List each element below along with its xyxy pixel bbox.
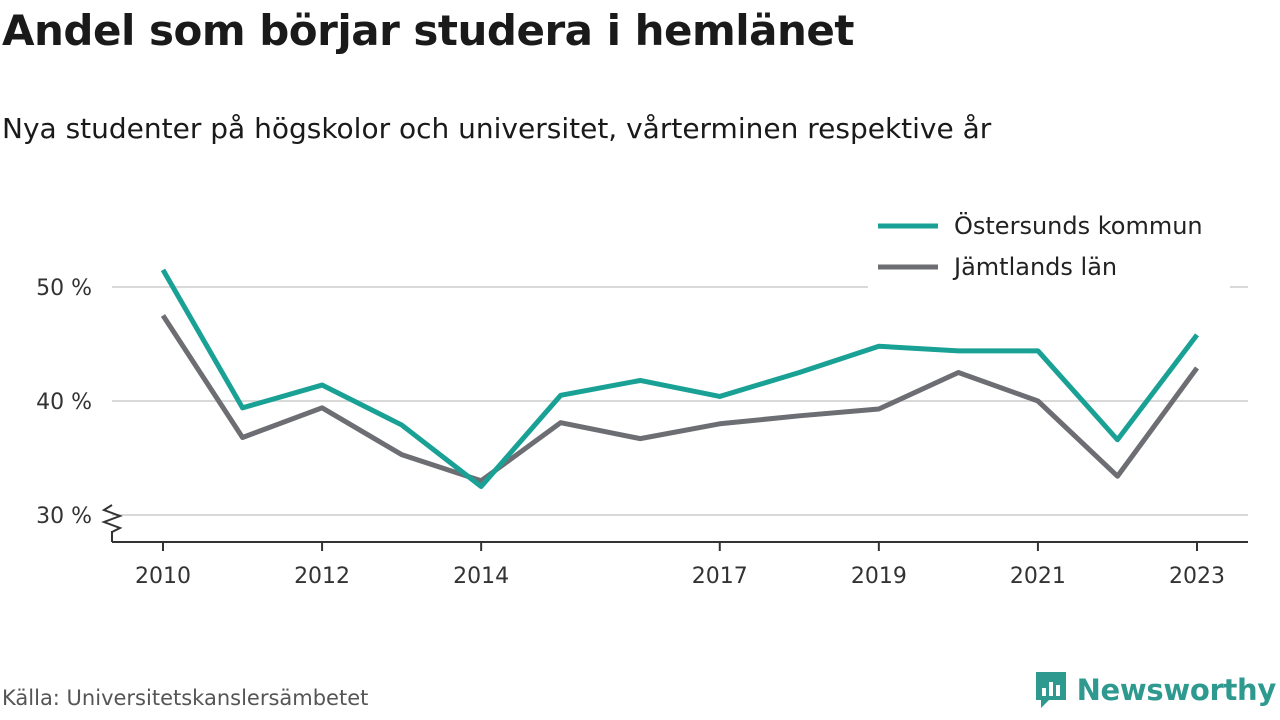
series-line-2 <box>160 314 1200 484</box>
brand-name: Newsworthy <box>1076 673 1277 707</box>
x-axis-labels: 2010 2012 2014 2017 2019 2021 2023 <box>135 564 1225 589</box>
source-note: Källa: Universitetskanslersämbetet <box>2 686 369 710</box>
newsworthy-logo-icon <box>1035 672 1066 708</box>
legend-background <box>868 204 1230 288</box>
x-tick-label: 2014 <box>453 564 509 589</box>
x-tick-label: 2012 <box>294 564 350 589</box>
y-tick-label: 50 % <box>36 276 92 301</box>
y-tick-label: 40 % <box>36 390 92 415</box>
x-tick-label: 2019 <box>851 564 907 589</box>
series-lines <box>160 268 1200 489</box>
series-line-1 <box>160 268 1199 489</box>
x-axis <box>101 504 1248 551</box>
x-tick-label: 2021 <box>1010 564 1066 589</box>
brand-logo: Newsworthy <box>1033 670 1276 710</box>
legend: Östersunds kommun Jämtlands län <box>868 204 1230 288</box>
y-axis-labels: 30 % 40 % 50 % <box>36 276 92 529</box>
axis-break-icon <box>101 504 123 533</box>
x-tick-label: 2023 <box>1169 564 1225 589</box>
y-tick-label: 30 % <box>36 504 92 529</box>
chart-title: Andel som börjar studera i hemlänet <box>2 6 855 55</box>
x-tick-label: 2010 <box>135 564 191 589</box>
chart-subtitle: Nya studenter på högskolor och universit… <box>2 112 992 145</box>
grid-lines <box>112 286 1248 516</box>
x-tick-label: 2017 <box>692 564 748 589</box>
legend-label: Östersunds kommun <box>954 211 1203 240</box>
legend-label: Jämtlands län <box>952 253 1117 281</box>
